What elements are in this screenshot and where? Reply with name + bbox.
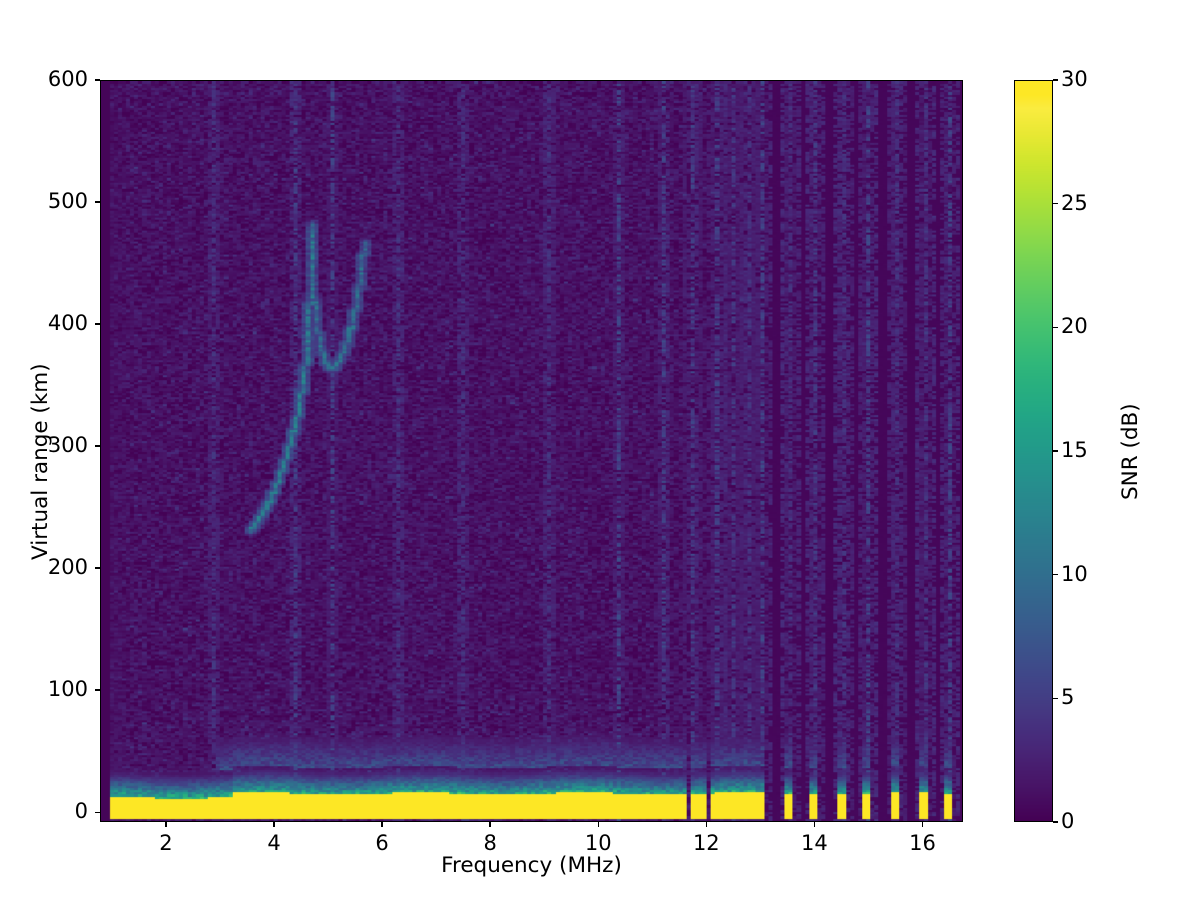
x-tick-label: 10 bbox=[584, 831, 612, 855]
colorbar-tick-label: 0 bbox=[1061, 809, 1075, 833]
colorbar-tick-mark bbox=[1053, 697, 1058, 700]
y-tick-label: 400 bbox=[47, 311, 88, 336]
colorbar-label: SNR (dB) bbox=[1118, 403, 1143, 500]
y-tick-mark bbox=[95, 323, 100, 325]
x-tick-mark bbox=[165, 822, 167, 827]
y-tick-mark bbox=[95, 201, 100, 203]
heatmap-plot-area bbox=[100, 80, 963, 822]
colorbar bbox=[1014, 80, 1053, 822]
colorbar-tick-label: 20 bbox=[1061, 314, 1088, 339]
x-tick-label: 12 bbox=[692, 831, 720, 855]
colorbar-tick-label: 30 bbox=[1061, 67, 1088, 91]
y-tick-label: 100 bbox=[47, 677, 88, 702]
y-axis-label: Virtual range (km) bbox=[28, 363, 53, 560]
x-tick-label: 16 bbox=[909, 831, 936, 855]
colorbar-tick-mark bbox=[1053, 450, 1058, 452]
x-tick-mark bbox=[273, 822, 275, 827]
x-tick-mark bbox=[597, 822, 599, 827]
colorbar-tick-mark bbox=[1053, 79, 1058, 81]
y-tick-label: 200 bbox=[47, 555, 88, 580]
colorbar-tick-mark bbox=[1053, 821, 1058, 823]
y-tick-label: 300 bbox=[47, 433, 88, 458]
y-tick-label: 0 bbox=[74, 799, 88, 824]
colorbar-tick-mark bbox=[1053, 573, 1058, 576]
colorbar-gradient bbox=[1015, 81, 1052, 821]
x-axis-label: Frequency (MHz) bbox=[441, 853, 622, 878]
x-tick-mark bbox=[705, 822, 707, 827]
y-tick-mark bbox=[95, 445, 100, 447]
x-tick-label: 4 bbox=[267, 831, 281, 855]
colorbar-tick-label: 5 bbox=[1061, 685, 1075, 710]
x-tick-label: 2 bbox=[159, 831, 173, 855]
y-tick-mark bbox=[95, 689, 100, 691]
colorbar-tick-mark bbox=[1053, 326, 1058, 329]
x-tick-mark bbox=[813, 822, 816, 827]
ionogram-heatmap bbox=[101, 81, 962, 821]
y-tick-mark bbox=[95, 811, 100, 813]
x-tick-label: 6 bbox=[375, 831, 389, 855]
y-tick-mark bbox=[95, 79, 100, 81]
colorbar-tick-label: 10 bbox=[1061, 561, 1088, 586]
y-tick-label: 600 bbox=[47, 67, 88, 91]
x-tick-label: 14 bbox=[801, 831, 828, 855]
x-tick-label: 8 bbox=[483, 831, 497, 855]
colorbar-tick-label: 25 bbox=[1061, 190, 1088, 215]
colorbar-tick-mark bbox=[1053, 202, 1058, 205]
y-tick-mark bbox=[95, 567, 100, 569]
x-tick-mark bbox=[489, 822, 491, 827]
x-tick-mark bbox=[921, 822, 924, 827]
colorbar-tick-label: 15 bbox=[1061, 438, 1088, 462]
x-tick-mark bbox=[381, 822, 383, 827]
y-tick-label: 500 bbox=[47, 189, 88, 214]
